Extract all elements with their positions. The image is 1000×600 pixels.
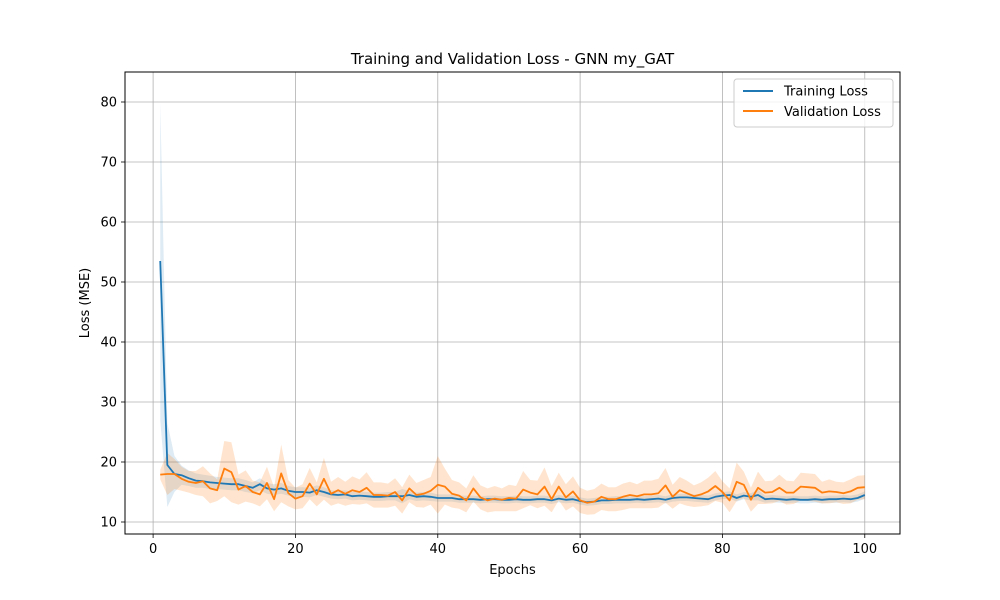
training-loss-band (160, 102, 865, 507)
training-loss-line (159, 260, 866, 504)
y-tick-label: 30 (100, 396, 117, 411)
series-line-layer (159, 260, 866, 504)
validation-loss-band (160, 441, 865, 515)
legend-label-validation: Validation Loss (784, 105, 881, 120)
y-tick-label: 70 (100, 156, 117, 171)
confidence-band-layer (160, 102, 865, 515)
legend-label-training: Training Loss (783, 85, 868, 100)
legend-box (733, 78, 894, 128)
y-tick-label: 40 (100, 336, 117, 351)
x-tick-label: 100 (852, 542, 877, 557)
tick-layer: 0 20 40 60 80 100 10 20 30 40 50 60 70 80 (100, 96, 877, 558)
y-tick-label: 10 (100, 516, 117, 531)
legend: Training Loss Validation Loss (733, 78, 894, 128)
y-tick-label: 20 (100, 456, 117, 471)
plot-frame (124, 71, 901, 535)
x-axis-label: Epochs (489, 563, 536, 578)
chart-title: Training and Validation Loss - GNN my_GA… (350, 50, 675, 69)
y-tick-label: 60 (100, 216, 117, 231)
x-tick-label: 40 (430, 542, 447, 557)
y-axis-label: Loss (MSE) (78, 268, 93, 338)
grid-layer (125, 72, 900, 534)
validation-loss-line (160, 467, 865, 504)
y-tick-label: 80 (100, 96, 117, 111)
y-tick-label: 50 (100, 276, 117, 291)
x-tick-label: 20 (287, 542, 304, 557)
x-tick-label: 80 (714, 542, 731, 557)
x-tick-label: 0 (149, 542, 157, 557)
x-tick-label: 60 (572, 542, 589, 557)
